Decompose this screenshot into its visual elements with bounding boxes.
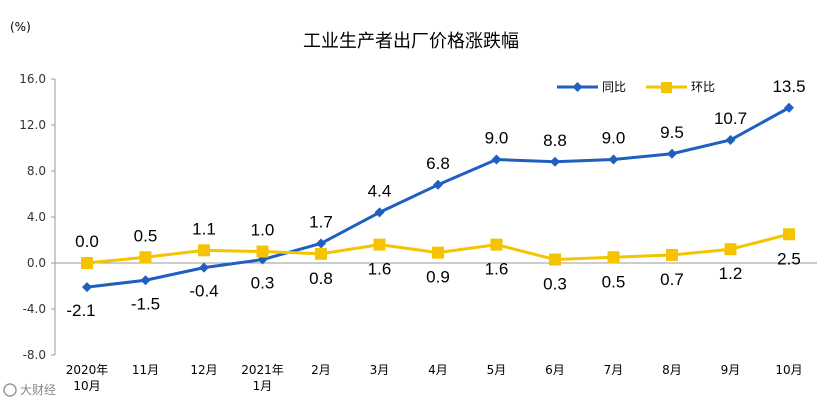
point-mom <box>139 251 152 264</box>
data-label-yoy: 1.7 <box>309 212 333 231</box>
data-label-mom: 1.6 <box>368 260 392 279</box>
point-yoy <box>784 102 794 113</box>
data-label-mom: 0.9 <box>426 268 450 287</box>
point-yoy <box>491 154 502 165</box>
data-label-yoy: 9.5 <box>660 123 684 142</box>
point-mom <box>724 243 737 256</box>
y-tick-label: 4.0 <box>27 210 46 224</box>
watermark-text: 大财经 <box>20 383 56 397</box>
x-tick-label: 5月 <box>487 363 507 377</box>
data-label-yoy: 0.3 <box>251 274 275 293</box>
legend-marker-mom <box>661 82 672 93</box>
x-tick-label: 10月 <box>775 363 802 377</box>
x-tick-label: 11月 <box>132 363 159 377</box>
watermark-logo-icon <box>3 383 17 397</box>
data-label-yoy: 8.8 <box>543 131 567 150</box>
point-yoy <box>374 207 385 218</box>
point-yoy <box>257 254 268 265</box>
legend-marker-yoy <box>572 82 583 92</box>
point-mom <box>81 257 93 269</box>
point-mom <box>549 253 561 266</box>
y-tick-label: 16.0 <box>19 72 46 86</box>
point-mom <box>783 228 795 241</box>
x-axis: 2020年 10月 11月 12月 2021年 1月 2月 3月 4月 5月 6月 7月 8月 9月 10月 <box>55 262 817 393</box>
data-label-mom: 1.0 <box>251 221 275 240</box>
data-label-yoy: 13.5 <box>772 77 805 96</box>
series-layer <box>81 102 795 293</box>
data-label-yoy: 9.0 <box>485 129 509 148</box>
x-tick-label: 2020年 10月 <box>66 363 109 393</box>
point-mom <box>490 238 503 251</box>
legend-label-yoy: 同比 <box>602 80 626 94</box>
y-tick-label: 12.0 <box>19 118 46 132</box>
x-tick-label: 12月 <box>190 363 217 377</box>
data-label-mom: 0.8 <box>309 269 333 288</box>
y-axis: -8.0 -4.0 0.0 4.0 8.0 12.0 16.0 <box>19 72 56 362</box>
data-label-yoy: 9.0 <box>602 129 626 148</box>
data-label-mom: 1.6 <box>485 260 509 279</box>
data-label-yoy: 6.8 <box>426 154 450 173</box>
point-yoy <box>725 134 736 145</box>
x-tick-label: 6月 <box>545 363 565 377</box>
data-label-yoy: -2.1 <box>66 301 95 320</box>
data-label-mom: 0.3 <box>543 275 567 294</box>
y-tick-label: -4.0 <box>23 302 46 316</box>
data-label-mom: 2.5 <box>777 249 801 268</box>
x-tick-label: 8月 <box>662 363 682 377</box>
chart-title: 工业生产者出厂价格涨跌幅 <box>303 31 519 52</box>
point-yoy <box>316 238 326 249</box>
point-yoy <box>199 262 209 273</box>
x-tick-label: 7月 <box>604 363 624 377</box>
y-tick-label: -8.0 <box>23 348 46 362</box>
x-tick-label: 4月 <box>428 363 448 377</box>
x-tick-label: 3月 <box>370 363 390 377</box>
legend-label-mom: 环比 <box>691 80 715 94</box>
y-tick-label: 0.0 <box>27 256 46 270</box>
point-mom <box>607 251 620 264</box>
data-label-yoy: 4.4 <box>368 181 392 200</box>
data-label-mom: 0.0 <box>75 232 99 251</box>
data-label-mom: 1.1 <box>192 219 216 238</box>
point-yoy <box>433 179 443 190</box>
point-yoy <box>82 282 92 293</box>
y-unit-label: (%) <box>10 20 31 34</box>
watermark: 大财经 <box>3 383 56 397</box>
data-label-mom: 0.7 <box>660 270 684 289</box>
point-yoy <box>550 156 560 167</box>
x-tick-label: 9月 <box>721 363 741 377</box>
x-tick-label: 2021年 1月 <box>241 363 284 393</box>
point-mom <box>256 245 269 258</box>
data-labels: -2.1 -1.5 -0.4 0.3 1.7 4.4 6.8 9.0 8.8 9.0 9.5 10.7… <box>66 77 805 320</box>
legend: 同比 环比 <box>557 80 715 94</box>
data-label-yoy: 10.7 <box>714 109 747 128</box>
point-mom <box>373 238 386 251</box>
point-mom <box>666 248 678 261</box>
data-label-mom: 0.5 <box>602 272 626 291</box>
point-mom <box>315 247 327 260</box>
data-label-yoy: -1.5 <box>131 294 160 313</box>
data-label-yoy: -0.4 <box>189 282 218 301</box>
point-mom <box>432 246 444 259</box>
point-yoy <box>667 148 677 159</box>
data-label-mom: 0.5 <box>134 226 158 245</box>
point-mom <box>198 244 210 257</box>
y-tick-label: 8.0 <box>27 164 46 178</box>
data-label-mom: 1.2 <box>719 264 743 283</box>
x-tick-label: 2月 <box>311 363 331 377</box>
point-yoy <box>608 154 619 165</box>
point-yoy <box>140 275 151 286</box>
